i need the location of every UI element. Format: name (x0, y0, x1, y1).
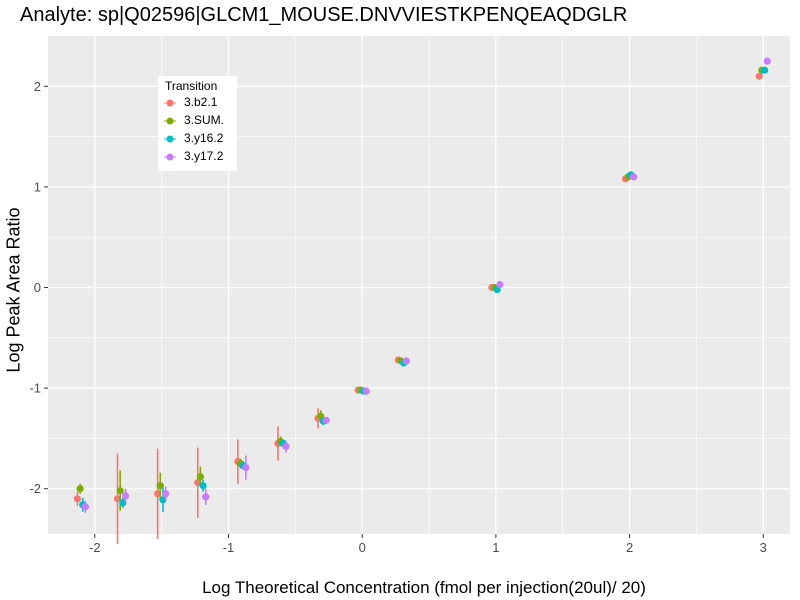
x-tick-label: 2 (626, 540, 633, 555)
legend-key-y16-2 (164, 135, 176, 143)
data-point (282, 442, 290, 451)
legend-label: 3.b2.1 (184, 95, 218, 109)
y-tick-label: -2 (29, 481, 41, 496)
y-axis-label: Log Peak Area Ratio (3, 207, 24, 373)
data-point (242, 464, 250, 472)
legend-item: 3.y16.2 (158, 130, 237, 147)
x-tick-label: 3 (760, 540, 767, 555)
y-tick-label: 0 (34, 280, 41, 295)
data-point (81, 503, 90, 511)
x-tick-label: -2 (89, 540, 101, 555)
data-point (362, 387, 370, 395)
data-point (760, 66, 769, 74)
data-point (159, 496, 167, 504)
legend-item: 3.SUM. (158, 112, 237, 129)
x-axis-label: Log Theoretical Concentration (fmol per … (202, 578, 646, 597)
data-point (73, 495, 82, 503)
data-point (496, 280, 504, 289)
legend-title: Transition (165, 79, 218, 93)
y-tick-label: -1 (29, 381, 41, 396)
legend-label: 3.SUM. (184, 113, 225, 127)
x-tick-label: 0 (359, 540, 366, 555)
data-point (196, 473, 205, 481)
data-point (113, 495, 122, 503)
data-point (199, 482, 207, 490)
legend-item: 3.y17.2 (158, 148, 237, 165)
data-point (154, 490, 162, 498)
legend-label: 3.y16.2 (184, 131, 224, 145)
data-point (76, 485, 84, 493)
data-point (194, 479, 202, 487)
legend-item: 3.b2.1 (158, 94, 237, 111)
legend-label: 3.y17.2 (184, 149, 224, 163)
chart-title: Analyte: sp|Q02596|GLCM1_MOUSE.DNVVIESTK… (20, 4, 628, 26)
legend-key-sum (164, 117, 176, 125)
data-point (162, 490, 170, 498)
data-point (402, 357, 410, 365)
legend: Transition 3.b2.1 3.SUM. 3.y16.2 3.y17.2 (158, 76, 237, 171)
x-tick-label: 1 (492, 540, 499, 555)
y-tick-label: 1 (34, 179, 41, 194)
data-point (322, 416, 330, 424)
legend-key-y17-2 (164, 153, 176, 161)
data-point (755, 72, 763, 80)
data-point (121, 492, 130, 500)
data-point (629, 173, 638, 181)
legend-key-b2-1 (164, 99, 176, 107)
data-point (116, 487, 124, 495)
data-point (119, 499, 127, 507)
y-tick-label: 2 (34, 79, 41, 94)
x-tick-label: -1 (223, 540, 235, 555)
data-point (763, 57, 771, 65)
data-point (202, 493, 210, 501)
data-point (156, 482, 164, 490)
